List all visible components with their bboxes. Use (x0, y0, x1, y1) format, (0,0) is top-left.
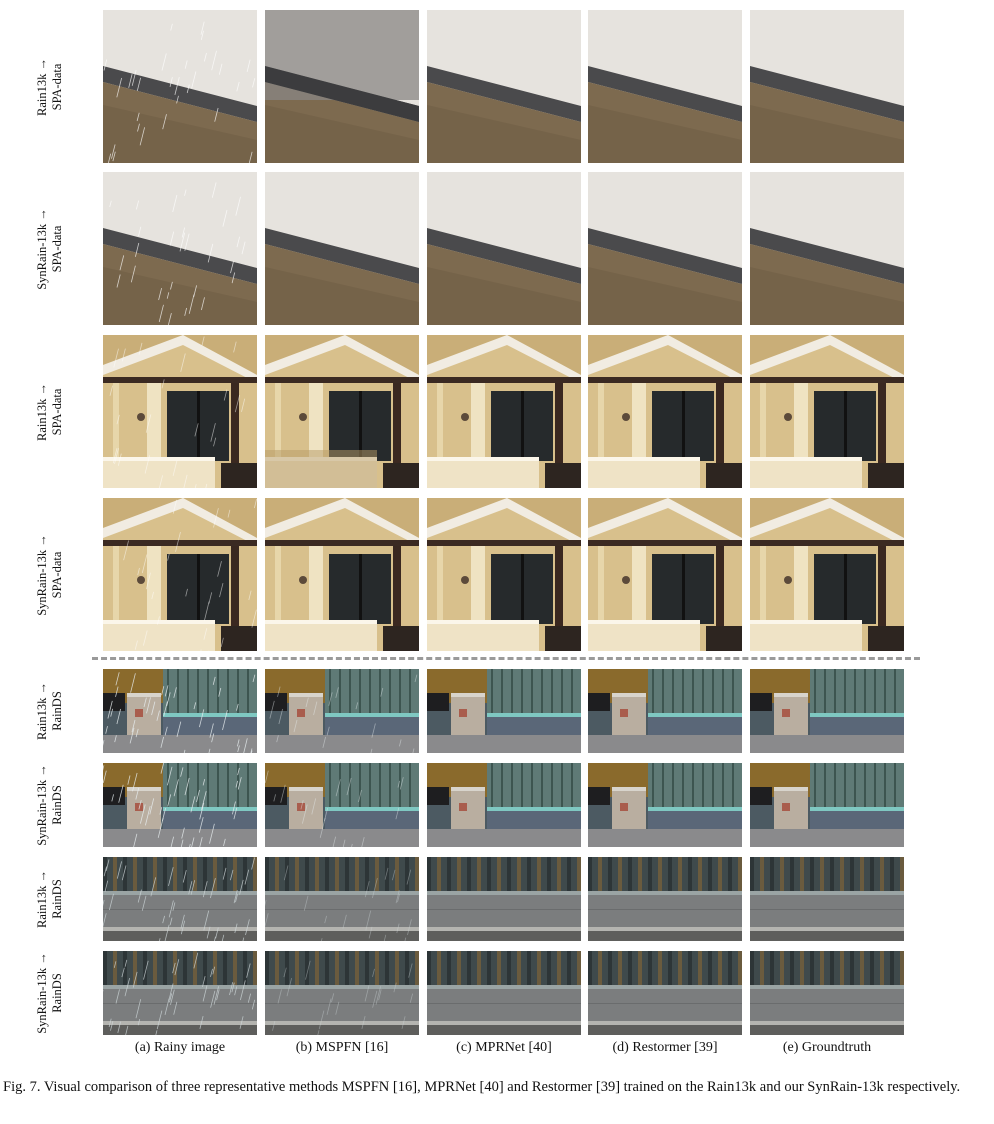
row-label-train: Rain13k → (35, 57, 49, 116)
row-label-train: Rain13k → (35, 870, 49, 928)
image-tile (103, 669, 257, 753)
image-tile (427, 172, 581, 325)
figure-row: SynRain-13k → SPA-data (0, 498, 994, 651)
image-tile (265, 857, 419, 941)
row-label: Rain13k → SPA-data (0, 10, 100, 163)
image-tile (427, 10, 581, 163)
row-label: SynRain-13k → SPA-data (0, 498, 100, 651)
image-tile (750, 857, 904, 941)
image-tile (588, 498, 742, 651)
image-tile (750, 498, 904, 651)
image-tile (103, 335, 257, 488)
figure-row: Rain13k → RainDS (0, 857, 994, 941)
image-tile (265, 10, 419, 163)
image-tile (750, 763, 904, 847)
image-tile (427, 669, 581, 753)
image-tile (588, 335, 742, 488)
column-label: (b) MSPFN [16] (295, 1040, 389, 1055)
image-tile (588, 669, 742, 753)
figure-row: SynRain-13k → RainDS (0, 951, 994, 1035)
image-tile (265, 335, 419, 488)
image-tile (588, 951, 742, 1035)
row-label-test: RainDS (50, 973, 64, 1013)
figure-row: SynRain-13k → RainDS (0, 763, 994, 847)
image-tile (103, 172, 257, 325)
row-label-test: RainDS (50, 691, 64, 731)
figure-caption: Fig. 7. Visual comparison of three repre… (3, 1079, 961, 1095)
column-label: (c) MPRNet [40] (456, 1040, 552, 1055)
column-label: (a) Rainy image (134, 1040, 226, 1055)
row-label: SynRain-13k → RainDS (0, 951, 100, 1035)
image-tile (588, 763, 742, 847)
image-tile (427, 857, 581, 941)
image-tile (265, 951, 419, 1035)
row-label-train: SynRain-13k → (35, 952, 49, 1034)
row-label-train: Rain13k → (35, 682, 49, 740)
row-label: SynRain-13k → RainDS (0, 763, 100, 847)
image-tile (427, 335, 581, 488)
image-tile (103, 763, 257, 847)
column-label: (d) Restormer [39] (612, 1040, 718, 1055)
image-tile (750, 669, 904, 753)
image-tile (750, 172, 904, 325)
figure-row: SynRain-13k → SPA-data (0, 172, 994, 325)
image-tile (427, 763, 581, 847)
image-tile (750, 951, 904, 1035)
image-tile (103, 498, 257, 651)
row-label-test: SPA-data (50, 388, 64, 435)
image-tile (103, 857, 257, 941)
row-label-test: SPA-data (50, 63, 64, 110)
image-tile (427, 951, 581, 1035)
figure-row: Rain13k → RainDS (0, 669, 994, 753)
row-label-test: RainDS (50, 785, 64, 825)
row-label: SynRain-13k → SPA-data (0, 172, 100, 325)
image-tile (750, 10, 904, 163)
image-tile (750, 335, 904, 488)
column-label: (e) Groundtruth (782, 1040, 872, 1055)
row-label-train: Rain13k → (35, 382, 49, 441)
image-tile (103, 10, 257, 163)
figure-row: Rain13k → SPA-data (0, 10, 994, 163)
row-label-train: SynRain-13k → (35, 207, 49, 290)
row-label-train: SynRain-13k → (35, 533, 49, 616)
row-label-test: SPA-data (50, 225, 64, 272)
image-tile (103, 951, 257, 1035)
image-tile (265, 763, 419, 847)
figure-row: Rain13k → SPA-data (0, 335, 994, 488)
image-tile (265, 498, 419, 651)
dashed-separator (92, 657, 920, 660)
row-label-test: SPA-data (50, 551, 64, 598)
image-tile (427, 498, 581, 651)
image-tile (588, 10, 742, 163)
image-tile (265, 172, 419, 325)
row-label: Rain13k → SPA-data (0, 335, 100, 488)
row-label: Rain13k → RainDS (0, 669, 100, 753)
image-tile (588, 172, 742, 325)
image-tile (588, 857, 742, 941)
row-label-test: RainDS (50, 879, 64, 919)
row-label: Rain13k → RainDS (0, 857, 100, 941)
image-tile (265, 669, 419, 753)
row-label-train: SynRain-13k → (35, 764, 49, 846)
